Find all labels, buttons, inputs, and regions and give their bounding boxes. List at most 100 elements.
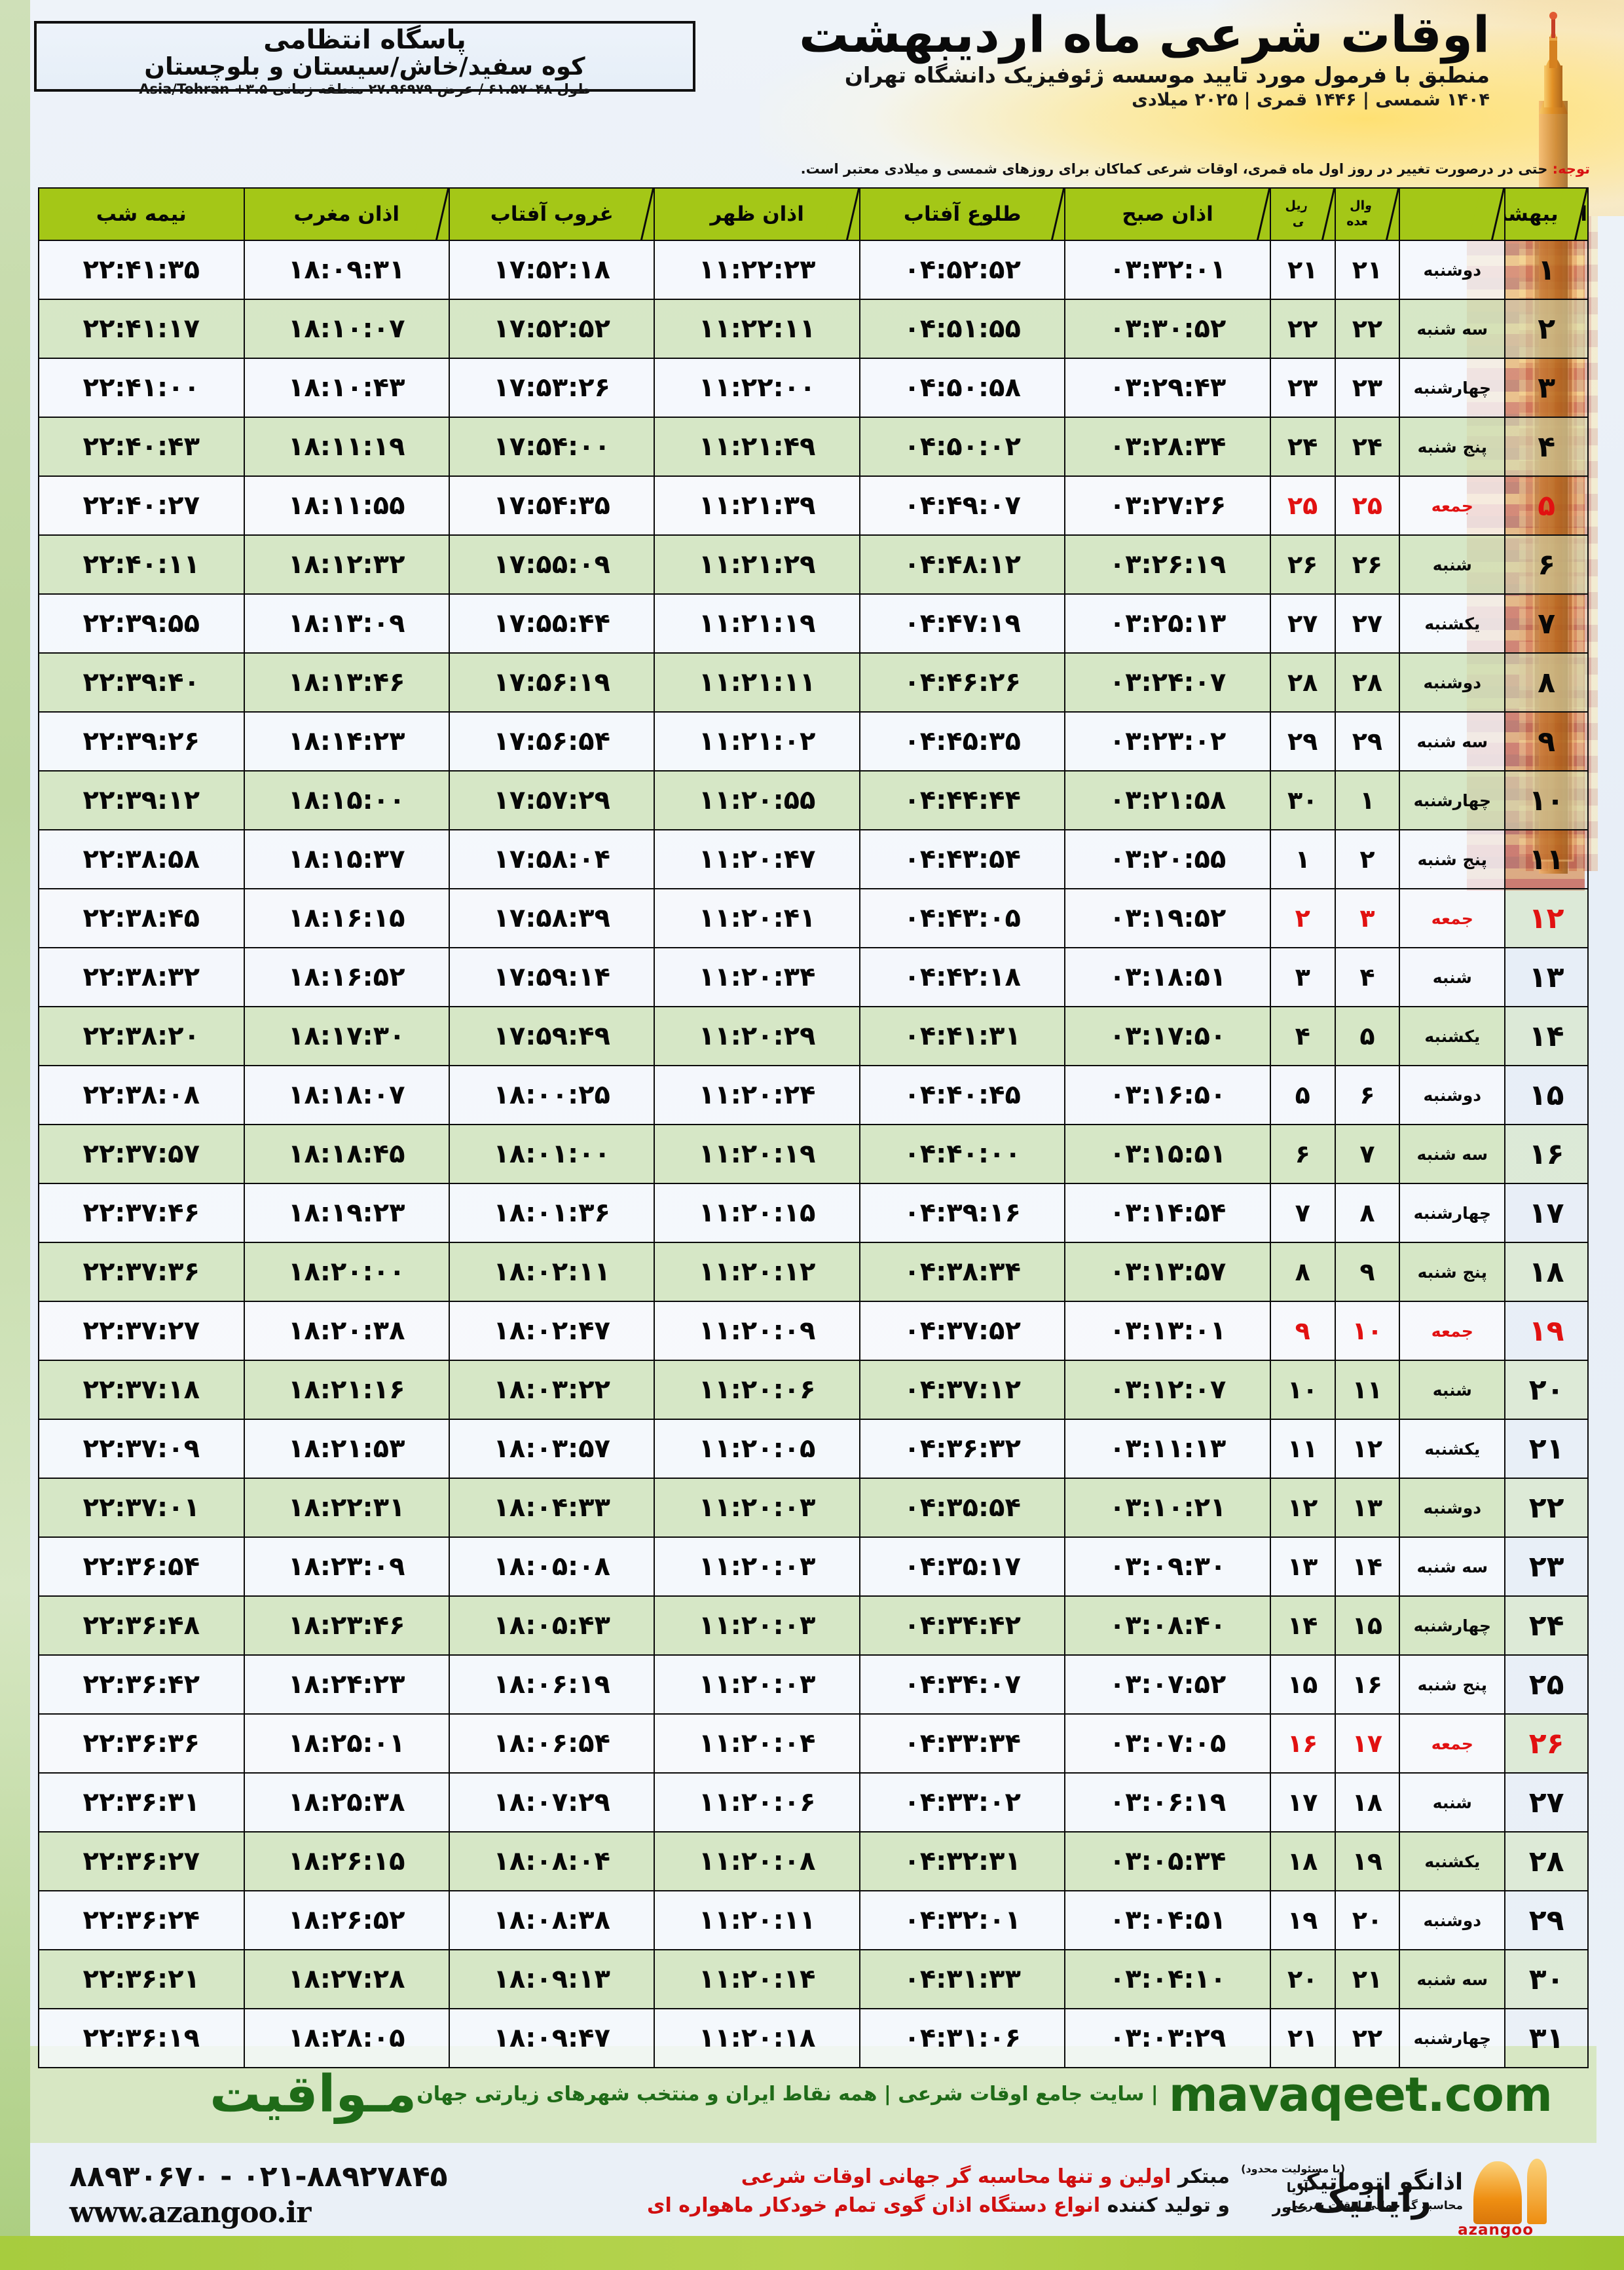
cell-miladi: ۱۷ [1269,1772,1336,1833]
cell-miladi: ۲۳ [1269,358,1336,418]
cell-fajr: ۰۳:۱۷:۵۰ [1064,1006,1271,1066]
cell-miladi: ۲۲ [1269,299,1336,359]
table-row: ۳ چهارشنبه ۲۳ ۲۳ ۰۳:۲۹:۴۳ ۰۴:۵۰:۵۸ ۱۱:۲۲:۰۰ ۱۷:… [38,358,1589,418]
note-line: توجه: حتی در درصورت تغییر در روز اول ماه… [31,161,1590,177]
footer-tagline: | سایت جامع اوقات شرعی | همه نقاط ایران … [416,2083,1158,2106]
rayaneek-khavar: خاور [1272,2198,1308,2216]
cell-qamari: ۸ [1334,1183,1401,1243]
cell-fajr: ۰۳:۲۰:۵۵ [1064,829,1271,889]
footer-red-claims: مبتکر اولین و تنها محاسبه گر جهانی اوقات… [647,2163,1230,2220]
bottom-green-strip [0,2236,1624,2270]
cell-miladi: ۱۳ [1269,1536,1336,1597]
footer-website-azangoo[interactable]: www.azangoo.ir [69,2196,311,2229]
footer-contact: ۰۲۱-۸۸۹۲۷۸۴۵ - ۸۸۹۳۰۶۷۰ www.azangoo.ir [69,2160,567,2229]
cell-sunset: ۱۷:۵۸:۳۹ [448,888,655,948]
cell-fajr: ۰۳:۱۰:۲۱ [1064,1478,1271,1538]
cell-weekday: دوشنبه [1399,1478,1506,1538]
cell-qamari: ۴ [1334,947,1401,1007]
table-header-row: اردیبهشت شوال ذیقعده آوریل می اذان صبح [38,187,1589,241]
cell-sunset: ۱۷:۵۳:۲۶ [448,358,655,418]
cell-sunset: ۱۸:۰۸:۳۸ [448,1890,655,1950]
cell-sunrise: ۰۴:۳۷:۵۲ [858,1301,1066,1361]
cell-miladi: ۹ [1269,1301,1336,1361]
cell-maghrib: ۱۸:۱۷:۳۰ [243,1006,451,1066]
table-row: ۱۹ جمعه ۱۰ ۹ ۰۳:۱۳:۰۱ ۰۴:۳۷:۵۲ ۱۱:۲۰:۰۹ ۱۸:۰۲:۴… [38,1301,1589,1361]
cell-shamsi-day: ۱۵ [1504,1065,1589,1125]
cell-shamsi-day: ۵ [1504,475,1589,536]
cell-dhuhr: ۱۱:۲۱:۴۹ [654,417,860,477]
table-row: ۲۰ شنبه ۱۱ ۱۰ ۰۳:۱۲:۰۷ ۰۴:۳۷:۱۲ ۱۱:۲۰:۰۶ ۱۸:۰۳:… [38,1360,1589,1420]
cell-qamari: ۲ [1334,829,1401,889]
cell-dhuhr: ۱۱:۲۰:۰۸ [654,1831,860,1891]
cell-maghrib: ۱۸:۲۵:۳۸ [243,1772,451,1833]
cell-sunset: ۱۷:۵۴:۰۰ [448,417,655,477]
cell-maghrib: ۱۸:۱۹:۲۳ [243,1183,451,1243]
cell-maghrib: ۱۸:۰۹:۳۱ [243,240,451,300]
cell-sunrise: ۰۴:۳۶:۳۲ [858,1419,1066,1479]
cell-weekday: شنبه [1399,947,1506,1007]
table-row: ۷ یکشنبه ۲۷ ۲۷ ۰۳:۲۵:۱۳ ۰۴:۴۷:۱۹ ۱۱:۲۱:۱۹ ۱۷:۵۵… [38,593,1589,654]
cell-maghrib: ۱۸:۲۲:۳۱ [243,1478,451,1538]
cell-qamari: ۲۷ [1334,593,1401,654]
table-row: ۲۶ جمعه ۱۷ ۱۶ ۰۳:۰۷:۰۵ ۰۴:۳۳:۳۴ ۱۱:۲۰:۰۴ ۱۸:۰۶:… [38,1713,1589,1774]
cell-qamari: ۳ [1334,888,1401,948]
footer-claim1-prefix: مبتکر [1177,2165,1230,2188]
rayaneek-arya: آریا [1286,2180,1308,2195]
cell-midnight: ۲۲:۳۶:۴۲ [38,1654,245,1715]
cell-miladi: ۳ [1269,947,1336,1007]
cell-weekday: دوشنبه [1399,240,1506,300]
cell-qamari: ۱۴ [1334,1536,1401,1597]
cell-midnight: ۲۲:۳۶:۳۶ [38,1713,245,1774]
cell-sunrise: ۰۴:۳۲:۰۱ [858,1890,1066,1950]
cell-sunrise: ۰۴:۴۵:۳۵ [858,711,1066,772]
cell-sunset: ۱۸:۰۶:۵۴ [448,1713,655,1774]
cell-sunrise: ۰۴:۴۰:۰۰ [858,1124,1066,1184]
cell-midnight: ۲۲:۳۹:۲۶ [38,711,245,772]
cell-qamari: ۲۱ [1334,240,1401,300]
table-body: ۱ دوشنبه ۲۱ ۲۱ ۰۳:۳۲:۰۱ ۰۴:۵۲:۵۲ ۱۱:۲۲:۲۳ ۱۷:۵۲… [38,240,1589,2068]
cell-shamsi-day: ۷ [1504,593,1589,654]
cell-sunset: ۱۸:۰۹:۱۳ [448,1949,655,2009]
table-row: ۳۰ سه شنبه ۲۱ ۲۰ ۰۳:۰۴:۱۰ ۰۴:۳۱:۳۳ ۱۱:۲۰:۱۴ ۱۸:… [38,1949,1589,2009]
cell-fajr: ۰۳:۳۰:۵۲ [1064,299,1271,359]
cell-miladi: ۲۱ [1269,240,1336,300]
cell-midnight: ۲۲:۳۸:۴۵ [38,888,245,948]
cell-maghrib: ۱۸:۲۱:۵۳ [243,1419,451,1479]
cell-sunset: ۱۸:۰۵:۰۸ [448,1536,655,1597]
column-label-sunset: غروب آفتاب [490,202,614,226]
cell-shamsi-day: ۸ [1504,652,1589,713]
cell-sunrise: ۰۴:۳۹:۱۶ [858,1183,1066,1243]
cell-midnight: ۲۲:۳۶:۱۹ [38,2008,245,2068]
table-row: ۱۰ چهارشنبه ۱ ۳۰ ۰۳:۲۱:۵۸ ۰۴:۴۴:۴۴ ۱۱:۲۰:۵۵ ۱۷:… [38,770,1589,830]
cell-sunset: ۱۸:۰۹:۴۷ [448,2008,655,2068]
column-label-miladi-top: آوریل [1285,198,1320,214]
cell-fajr: ۰۳:۲۹:۴۳ [1064,358,1271,418]
cell-sunset: ۱۷:۵۹:۱۴ [448,947,655,1007]
cell-qamari: ۲۵ [1334,475,1401,536]
column-header-shamsi: اردیبهشت [1486,187,1589,241]
footer-website-mavaqeet[interactable]: mavaqeet.com [1168,2067,1553,2122]
cell-weekday: پنج شنبه [1399,417,1506,477]
cell-fajr: ۰۳:۰۴:۱۰ [1064,1949,1271,2009]
cell-sunrise: ۰۴:۳۳:۰۲ [858,1772,1066,1833]
cell-shamsi-day: ۹ [1504,711,1589,772]
cell-shamsi-day: ۱۳ [1504,947,1589,1007]
cell-sunset: ۱۸:۰۶:۱۹ [448,1654,655,1715]
column-label-sunrise: طلوع آفتاب [903,202,1022,226]
cell-fajr: ۰۳:۱۲:۰۷ [1064,1360,1271,1420]
cell-fajr: ۰۳:۱۸:۵۱ [1064,947,1271,1007]
cell-midnight: ۲۲:۳۷:۵۷ [38,1124,245,1184]
cell-sunset: ۱۷:۵۲:۱۸ [448,240,655,300]
cell-shamsi-day: ۱۲ [1504,888,1589,948]
cell-sunrise: ۰۴:۵۱:۵۵ [858,299,1066,359]
cell-miladi: ۲ [1269,888,1336,948]
cell-qamari: ۱۲ [1334,1419,1401,1479]
footer-claim2-prefix: و تولید کننده [1107,2193,1230,2217]
cell-shamsi-day: ۲۸ [1504,1831,1589,1891]
table-head: اردیبهشت شوال ذیقعده آوریل می اذان صبح [38,187,1589,241]
cell-miladi: ۱۹ [1269,1890,1336,1950]
footer-logos: اذانگو اتوماتیک محاسبه گر جهانی اوقات شر… [1241,2157,1590,2242]
cell-qamari: ۱۶ [1334,1654,1401,1715]
cell-dhuhr: ۱۱:۲۰:۲۹ [654,1006,860,1066]
azangoo-sub-fa: محاسبه گر جهانی اوقات شرعی [1287,2199,1463,2212]
